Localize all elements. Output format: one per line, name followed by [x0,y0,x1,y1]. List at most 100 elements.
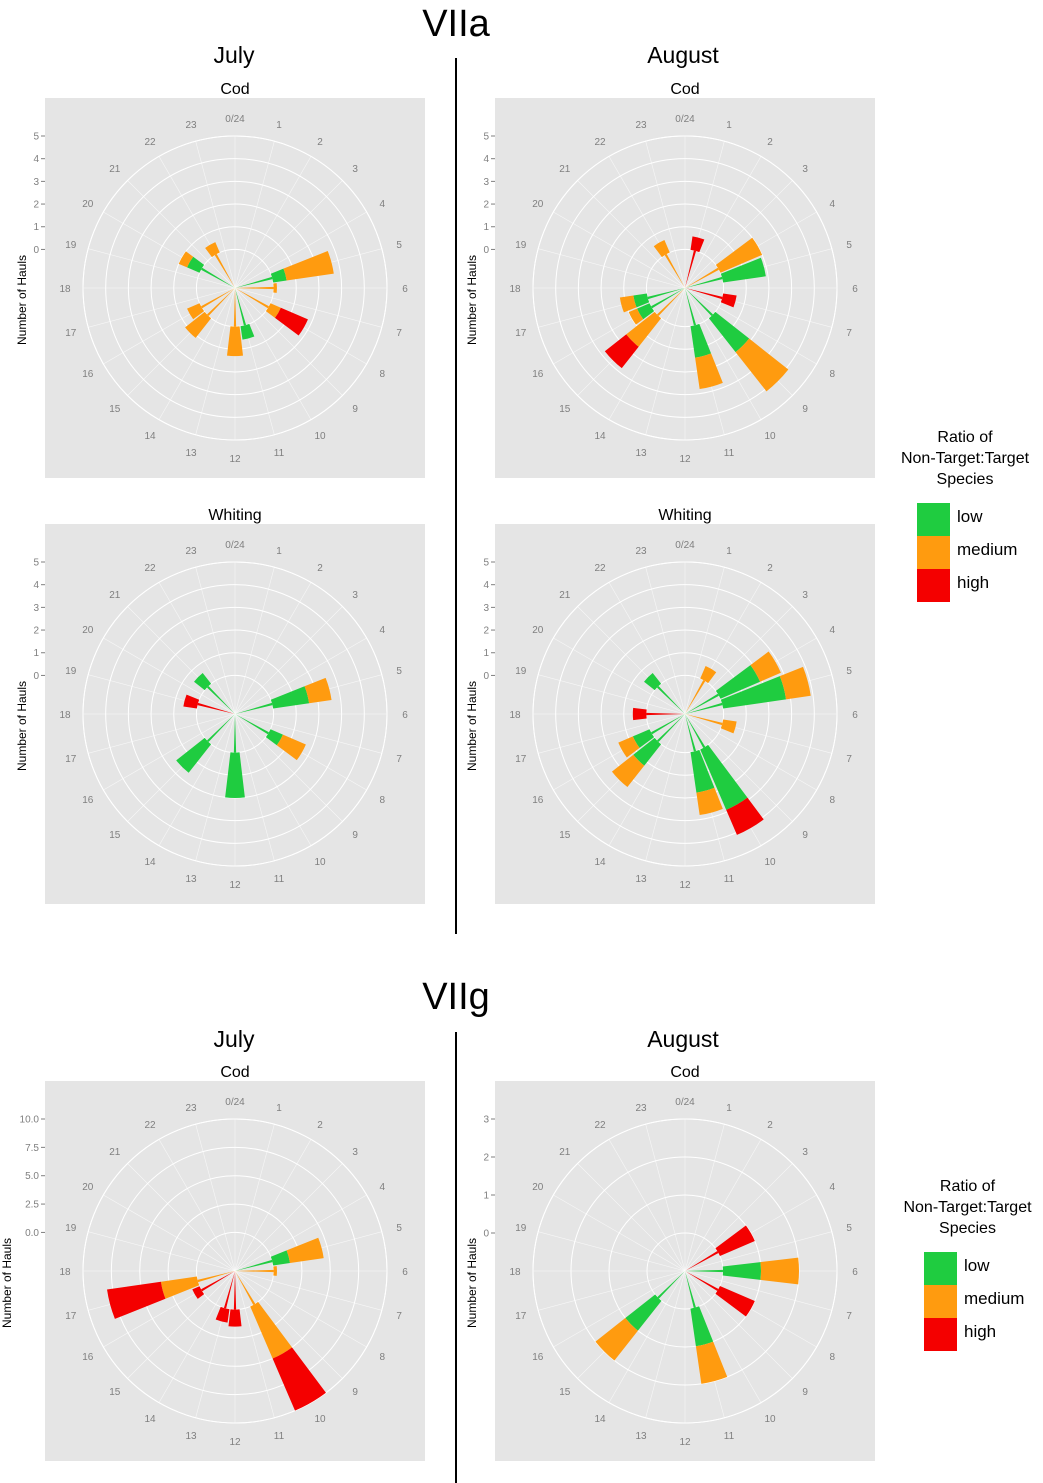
hour-label: 1 [726,120,732,131]
bar-segment-high-hour-16 [192,1286,205,1299]
bar-segment-high-hour-13 [215,1306,230,1323]
hour-label: 7 [846,1311,852,1322]
grid-spoke [234,287,382,328]
hour-label: 11 [274,448,285,459]
y-tick-label: 5.0 [25,1171,39,1182]
hour-label: 15 [559,404,571,415]
y-tick-label: 2 [483,200,489,211]
bar-segment-low-hour-10 [700,744,748,810]
legend-key-low [917,503,950,536]
hour-label: 22 [144,563,156,574]
hour-label: 1 [726,1103,732,1114]
bar-segment-medium-hour-9 [735,338,789,392]
y-tick-label: 0 [483,245,489,256]
grid-spoke [684,287,817,365]
hour-label: 18 [509,710,521,721]
grid-spoke [234,211,367,289]
hour-label: 20 [532,625,544,636]
bar-stem-hour-11 [685,714,697,752]
hour-label: 8 [379,1352,385,1363]
bar-stem-hour-1 [685,250,697,288]
y-tick-label: 2.5 [25,1200,39,1211]
bar-stem-hour-18 [646,712,685,716]
hour-label: 6 [852,284,858,295]
y-tick-label: 1 [483,1191,489,1202]
month-header-viia-july: July [213,42,255,68]
hour-label: 2 [317,563,323,574]
bar-segment-low-hour-5 [270,1250,291,1266]
hour-label: 5 [396,240,402,251]
bar-segment-medium-hour-20 [178,251,194,268]
y-tick-label: 0 [483,1229,489,1240]
hour-label: 5 [846,240,852,251]
bar-segment-medium-hour-16 [187,303,205,320]
y-tick-label: 5 [483,558,489,569]
bar-segment-low-hour-21 [644,673,662,691]
hour-label: 6 [852,710,858,721]
hour-label: 9 [802,830,808,841]
hour-label: 7 [846,754,852,765]
hour-label: 4 [379,1182,385,1193]
legend-label-medium: medium [957,540,1018,559]
bar-stem-hour-15 [656,714,685,743]
bar-stem-hour-21 [206,685,235,714]
hour-label: 10 [314,1414,326,1425]
y-tick-label: 2 [33,626,39,637]
bar-stem-hour-12 [233,288,237,327]
grid-spoke [158,713,236,846]
grid-spoke [684,287,762,420]
legend-title: Ratio of Non-Target:Target Species [900,429,1030,488]
hour-label: 13 [635,874,647,885]
bar-stem-hour-17 [647,288,685,300]
bar-segment-medium-hour-5 [304,677,332,704]
bar-segment-low-hour-5 [720,676,787,709]
hour-label: 3 [802,164,808,175]
grid-spoke [234,180,343,289]
hour-label: 18 [59,1267,71,1278]
y-tick-label: 1 [483,222,489,233]
grid-spoke [234,156,312,289]
hour-label: 17 [515,754,527,765]
grid-spoke [195,287,236,435]
hour-label: 18 [59,284,71,295]
bar-segment-medium-hour-6 [760,1257,800,1285]
hour-label: 12 [679,1437,691,1448]
hour-label: 6 [402,710,408,721]
bar-segment-high-hour-10 [726,797,764,835]
chart-title: Cod [670,1064,699,1081]
hour-label: 8 [829,369,835,380]
grid-spoke [127,1163,236,1272]
bar-segment-high-hour-1 [690,236,705,253]
hour-label: 7 [846,328,852,339]
bar-stem-hour-16 [651,288,685,309]
hour-label: 18 [509,284,521,295]
legend-label-high: high [964,1322,997,1341]
bar-segment-low-hour-11 [240,323,255,340]
section-divider-viia [455,58,457,934]
grid-spoke [234,582,312,715]
grid-spoke [234,713,382,754]
bar-stem-hour-5 [235,276,273,288]
bar-stem-hour-4 [685,1251,719,1271]
bar-stem-hour-15 [206,288,235,317]
y-tick-label: 4 [33,580,39,591]
bar-segment-medium-hour-5 [286,1237,324,1264]
hour-label: 21 [559,164,571,175]
legend-key-medium [917,536,950,569]
bar-segment-medium-hour-6 [273,1266,277,1276]
grid-spoke [684,1124,725,1272]
hour-label: 16 [532,795,544,806]
bar-segment-medium-hour-17 [619,295,637,313]
hour-label: 12 [229,880,241,891]
bar-stem-hour-17 [197,1271,235,1283]
grid-spoke [684,713,817,791]
y-tick-label: 2 [33,200,39,211]
y-tick-label: 10.0 [20,1115,40,1126]
grid-spoke [684,1270,762,1403]
grid-spoke [684,1231,832,1272]
section-divider-viig [455,1032,457,1483]
chart-title: Whiting [658,507,711,524]
bar-segment-medium-hour-2 [700,666,717,684]
hour-label: 6 [402,1267,408,1278]
grid-spoke [103,637,236,715]
